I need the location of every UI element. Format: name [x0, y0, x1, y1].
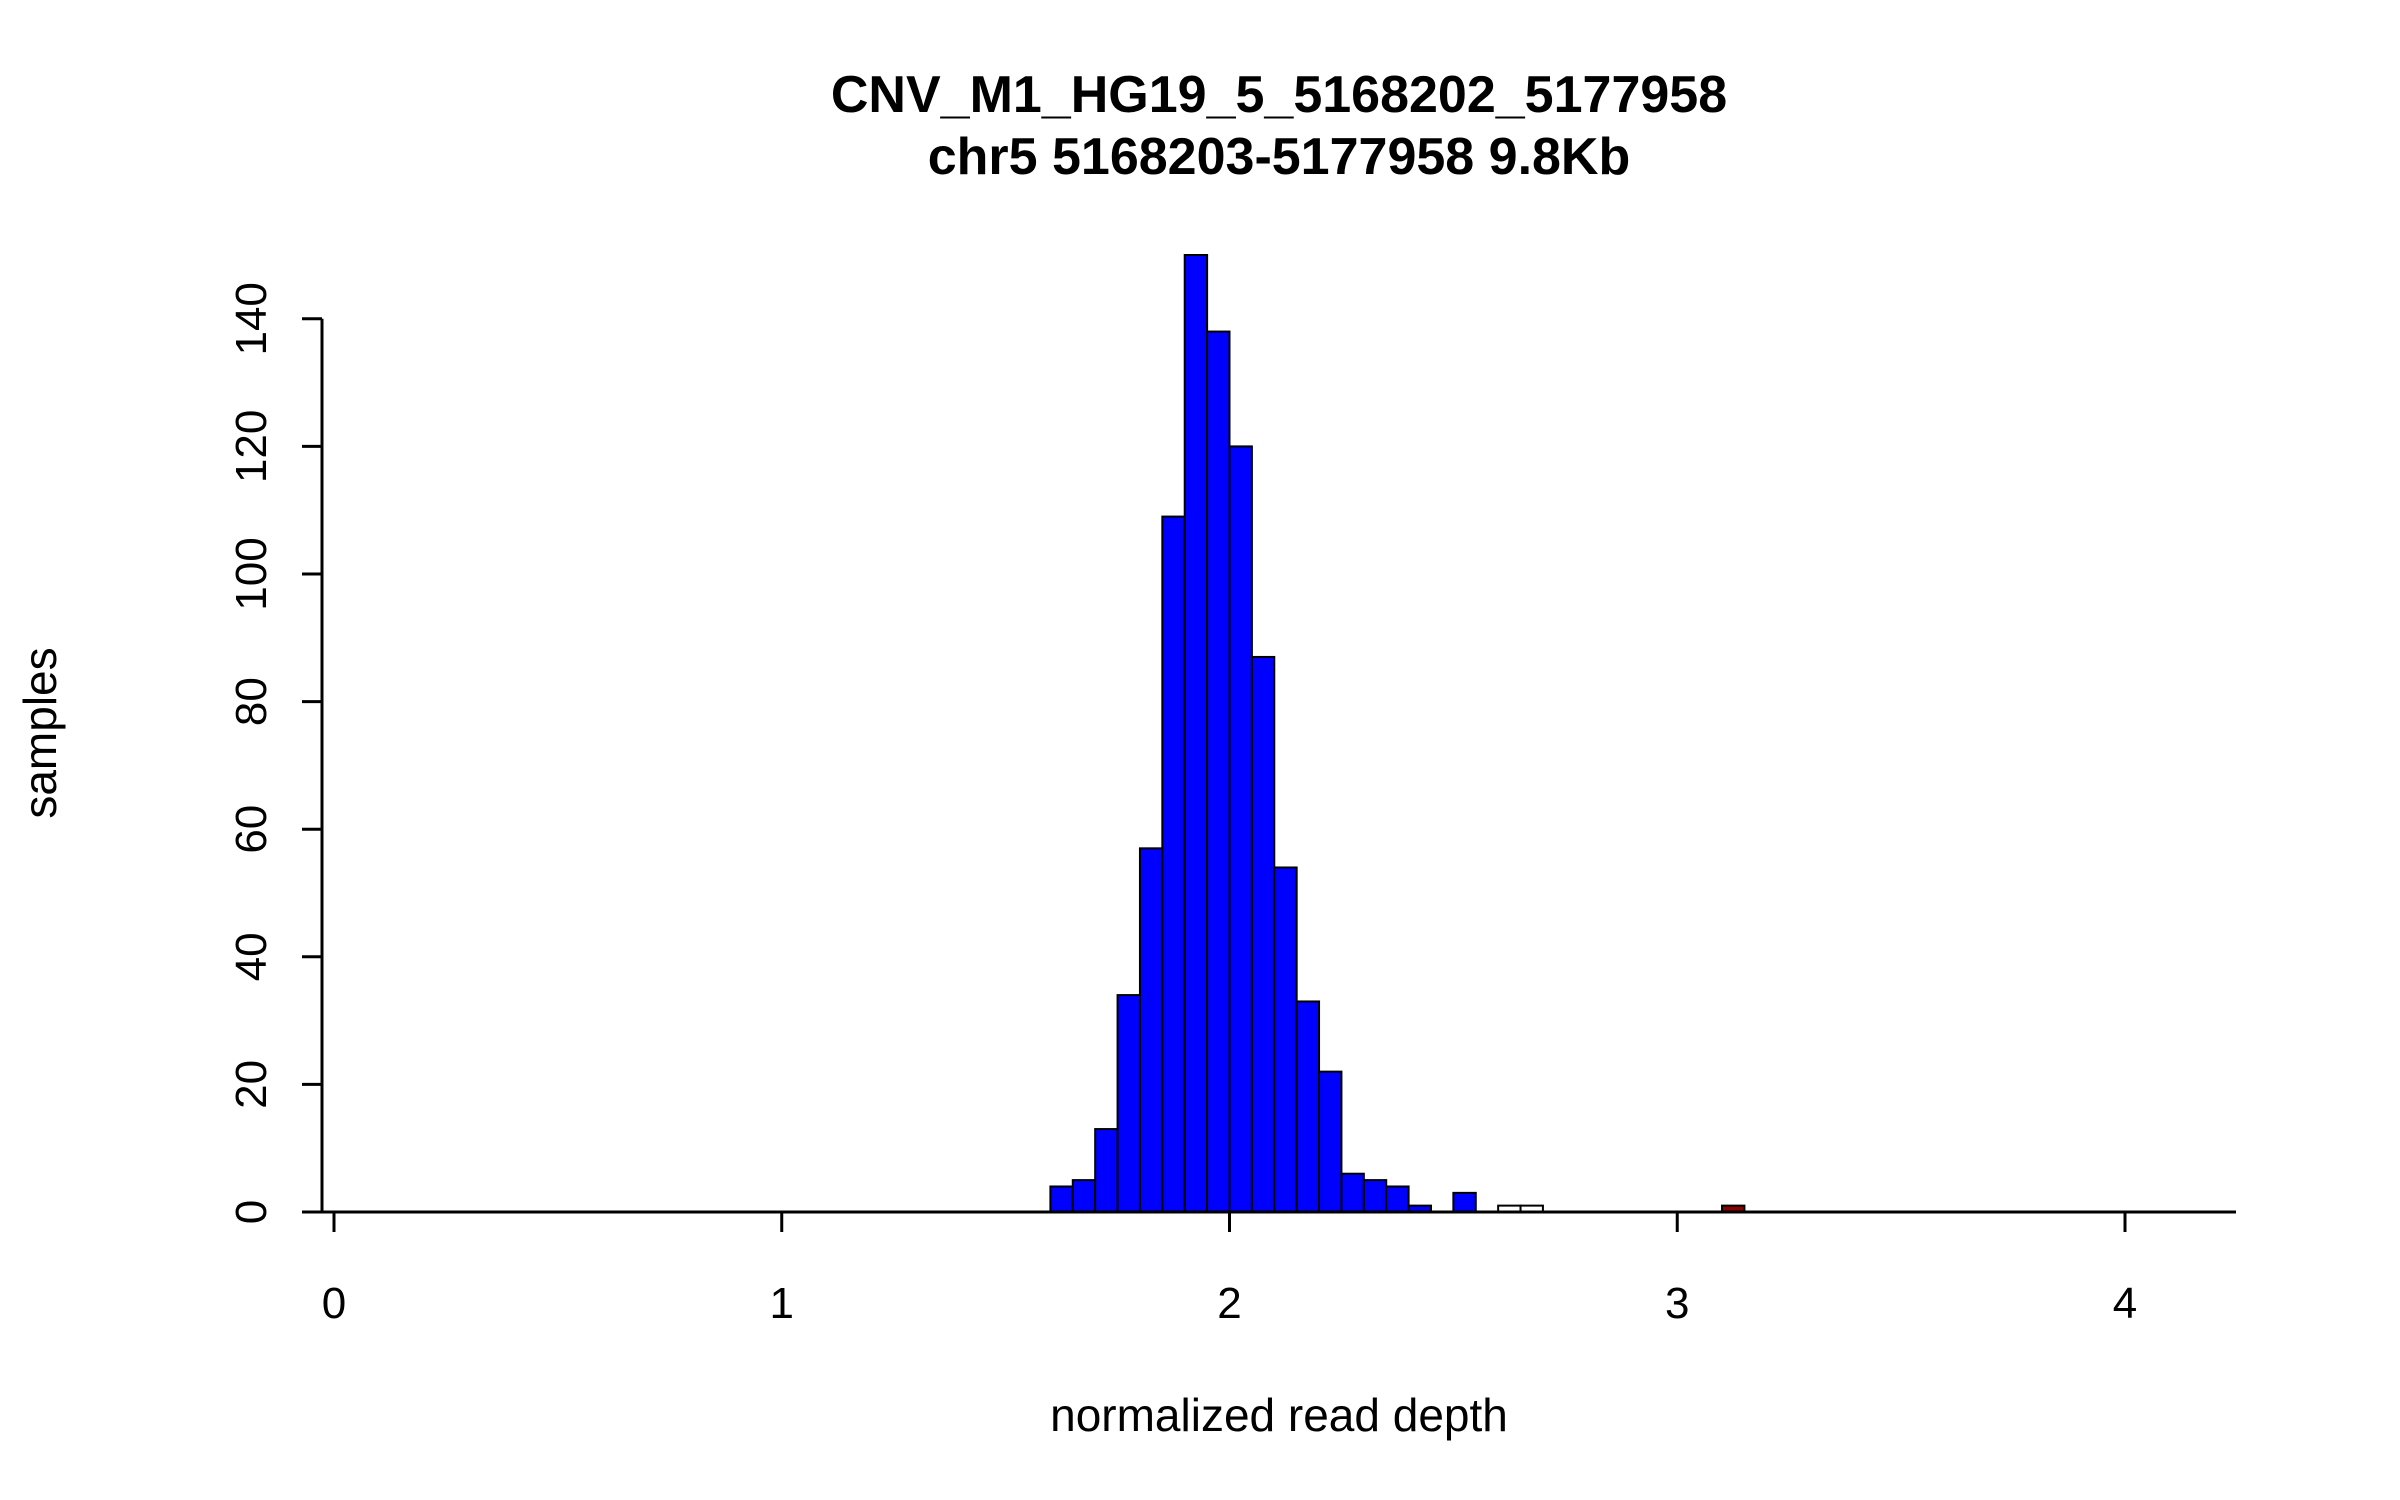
y-tick-label: 60 — [227, 805, 276, 854]
histogram-bar — [1116, 994, 1141, 1214]
x-tick-label: 2 — [1217, 1279, 1241, 1328]
histogram-bar — [1295, 1000, 1321, 1214]
histogram-bar — [1094, 1128, 1119, 1214]
histogram-bar — [1362, 1179, 1388, 1213]
histogram-bar — [1183, 254, 1209, 1213]
histogram-bar — [1071, 1179, 1097, 1213]
y-tick-label: 140 — [227, 282, 276, 355]
y-tick-label: 40 — [227, 932, 276, 981]
y-tick-label: 100 — [227, 537, 276, 610]
x-tick-label: 1 — [770, 1279, 794, 1328]
histogram-bar — [1161, 515, 1186, 1213]
y-tick-label: 20 — [227, 1060, 276, 1109]
chart-subtitle: chr5 5168203-5177958 9.8Kb — [927, 128, 1631, 186]
chart-title-block: CNV_M1_HG19_5_5168202_5177958 chr5 51682… — [322, 64, 2236, 188]
y-tick-label: 120 — [227, 410, 276, 483]
histogram-bar — [1340, 1172, 1365, 1213]
histogram-bar — [1452, 1191, 1477, 1213]
histogram-bar — [1385, 1185, 1410, 1213]
histogram-bar — [1049, 1185, 1074, 1213]
y-axis-label: samples — [14, 647, 66, 819]
y-tick-label: 80 — [227, 677, 276, 726]
x-tick-label: 3 — [1665, 1279, 1689, 1328]
histogram-bar — [1273, 866, 1298, 1213]
histogram-bar — [1228, 445, 1253, 1213]
x-axis-label: normalized read depth — [1050, 1389, 1508, 1441]
histogram-bar — [1206, 330, 1231, 1213]
histogram-bar — [1318, 1070, 1343, 1214]
chart-title: CNV_M1_HG19_5_5168202_5177958 — [830, 66, 1728, 124]
y-tick-label: 0 — [227, 1200, 276, 1224]
x-tick-label: 0 — [322, 1279, 346, 1328]
histogram-bar — [1250, 655, 1276, 1213]
x-tick-label: 4 — [2113, 1279, 2137, 1328]
histogram-bar — [1138, 847, 1164, 1214]
